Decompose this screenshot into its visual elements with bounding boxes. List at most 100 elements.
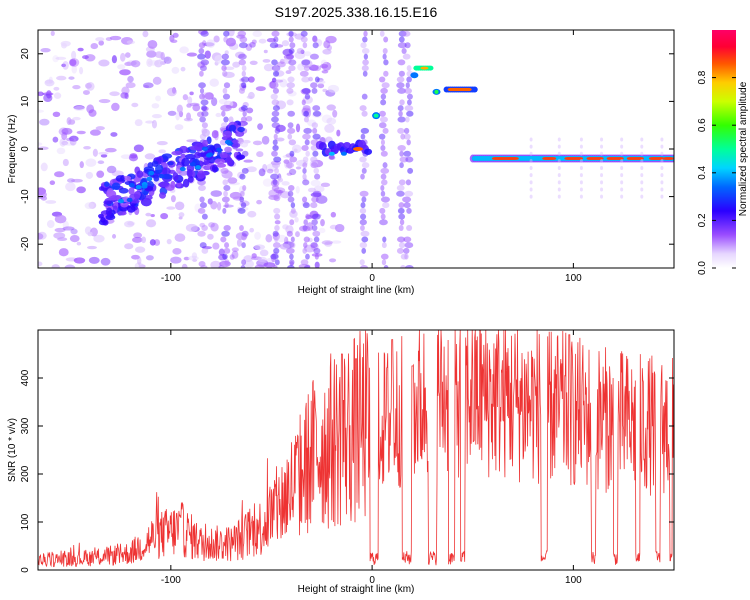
spectrogram-cell bbox=[312, 36, 318, 43]
spectrogram-cell bbox=[216, 163, 227, 168]
spectrogram-cell bbox=[397, 87, 406, 94]
spectrogram-cell bbox=[620, 180, 624, 185]
spectrogram-cell bbox=[400, 133, 406, 140]
spectrogram-cell bbox=[288, 47, 295, 54]
spectrogram-cell bbox=[262, 58, 271, 63]
spectrogram-cell bbox=[166, 161, 174, 166]
spectrogram-cell bbox=[579, 158, 583, 163]
spectrogram-cell bbox=[109, 91, 120, 97]
spectrogram-cell bbox=[104, 147, 117, 153]
spectrogram-cell bbox=[529, 144, 533, 149]
spectrogram-cell bbox=[317, 83, 325, 89]
spectrogram-cell bbox=[155, 95, 161, 102]
spectrogram-cell bbox=[144, 153, 156, 160]
colorbar-tick-label: 0.6 bbox=[697, 118, 708, 132]
spectrogram-cell bbox=[249, 41, 256, 48]
spectrogram-cell bbox=[218, 248, 225, 256]
spectrogram-cell bbox=[359, 265, 369, 268]
spectrogram-cell bbox=[54, 227, 66, 233]
spectrogram-cell bbox=[557, 158, 561, 163]
spectrogram-cell bbox=[241, 242, 246, 249]
spectrogram-cell bbox=[44, 79, 54, 84]
spectrogram-cell bbox=[381, 242, 387, 249]
spectrogram-cell bbox=[239, 36, 248, 43]
spectrogram-cell bbox=[379, 207, 386, 214]
spectrogram-cell bbox=[620, 144, 624, 149]
spectrogram-cell bbox=[620, 173, 624, 178]
spectrogram-cell bbox=[600, 151, 604, 156]
spectrogram-cell bbox=[227, 30, 235, 37]
spectrogram-cell bbox=[361, 65, 369, 72]
spectrogram-cell bbox=[660, 180, 664, 185]
spectrogram-cell bbox=[151, 160, 159, 167]
spectrogram-cell bbox=[262, 178, 273, 187]
spectrogram-cell bbox=[119, 69, 131, 76]
spectrogram-cell bbox=[178, 212, 185, 218]
spectrogram-cell bbox=[302, 173, 307, 180]
spectrogram-cell bbox=[95, 37, 105, 42]
spectrogram-cell bbox=[44, 79, 55, 87]
spectrogram-cell bbox=[379, 110, 386, 117]
spectrogram-cell bbox=[311, 122, 319, 129]
spectrogram-cell bbox=[311, 87, 318, 94]
spectrogram-cell bbox=[287, 196, 295, 203]
spectrogram-cell bbox=[397, 59, 406, 66]
spectrogram-cell bbox=[237, 207, 246, 214]
spectrogram-cell bbox=[146, 50, 157, 58]
spectrogram-cell bbox=[159, 56, 170, 63]
spectrogram-cell bbox=[272, 242, 281, 249]
spectrogram-cell bbox=[399, 150, 404, 157]
spectrogram-cell bbox=[397, 207, 405, 214]
spectrogram-cell bbox=[228, 124, 237, 132]
spectrogram-cell bbox=[597, 157, 604, 160]
spectrogram-cell bbox=[360, 127, 370, 134]
spectrogram-cell bbox=[187, 175, 194, 183]
snr-ytick-label: 200 bbox=[20, 465, 31, 482]
spectrogram-ylabel: Frequency (Hz) bbox=[7, 115, 18, 184]
spectrogram-cell bbox=[434, 89, 439, 94]
spectrogram-cell bbox=[70, 228, 78, 235]
spectrogram-cell bbox=[240, 202, 247, 209]
spectrogram-cell bbox=[199, 196, 205, 203]
spectrogram-cell bbox=[63, 142, 75, 146]
spectrogram-cell bbox=[309, 53, 319, 60]
spectrogram-cell bbox=[170, 256, 182, 264]
spectrogram-cell bbox=[124, 61, 133, 67]
spectrogram-cell bbox=[579, 151, 583, 156]
spectrogram-cell bbox=[271, 30, 280, 37]
spectrogram-cell bbox=[179, 46, 189, 54]
spectrogram-cell bbox=[320, 63, 329, 69]
spectrogram-ytick-label: 20 bbox=[20, 48, 31, 60]
spectrogram-cell bbox=[285, 70, 292, 75]
spectrogram-cell bbox=[302, 156, 309, 163]
spectrogram-cell bbox=[320, 218, 325, 227]
spectrogram-cell bbox=[402, 53, 411, 60]
spectrogram-cell bbox=[529, 158, 533, 163]
spectrogram-cell bbox=[310, 242, 318, 249]
spectrogram-cell bbox=[249, 227, 255, 233]
spectrogram-cell bbox=[127, 205, 136, 213]
spectrogram-cell bbox=[289, 42, 296, 49]
spectrogram-cell bbox=[223, 190, 228, 197]
spectrogram-cell bbox=[210, 260, 222, 268]
spectrogram-cell bbox=[270, 82, 279, 89]
spectrogram-cell bbox=[268, 194, 280, 201]
spectrogram-cell bbox=[220, 265, 227, 268]
spectrogram-cell bbox=[45, 200, 57, 204]
spectrogram-cell bbox=[420, 66, 429, 70]
spectrogram-cell bbox=[199, 202, 207, 209]
spectrogram-cell bbox=[288, 139, 297, 146]
spectrogram-cell bbox=[128, 187, 135, 195]
spectrogram-cell bbox=[550, 157, 557, 160]
spectrogram-cell bbox=[98, 98, 111, 104]
spectrogram-cell bbox=[600, 173, 604, 178]
spectrogram-cell bbox=[79, 66, 84, 75]
spectrogram-cell bbox=[301, 196, 308, 203]
spectrogram-cell bbox=[187, 255, 199, 261]
spectrogram-cell bbox=[328, 151, 335, 156]
spectrogram-cell bbox=[398, 225, 404, 232]
spectrogram-cell bbox=[256, 199, 262, 205]
spectrogram-cell bbox=[286, 230, 293, 237]
chart-title: S197.2025.338.16.15.E16 bbox=[275, 4, 438, 20]
spectrogram-cell bbox=[312, 150, 319, 157]
